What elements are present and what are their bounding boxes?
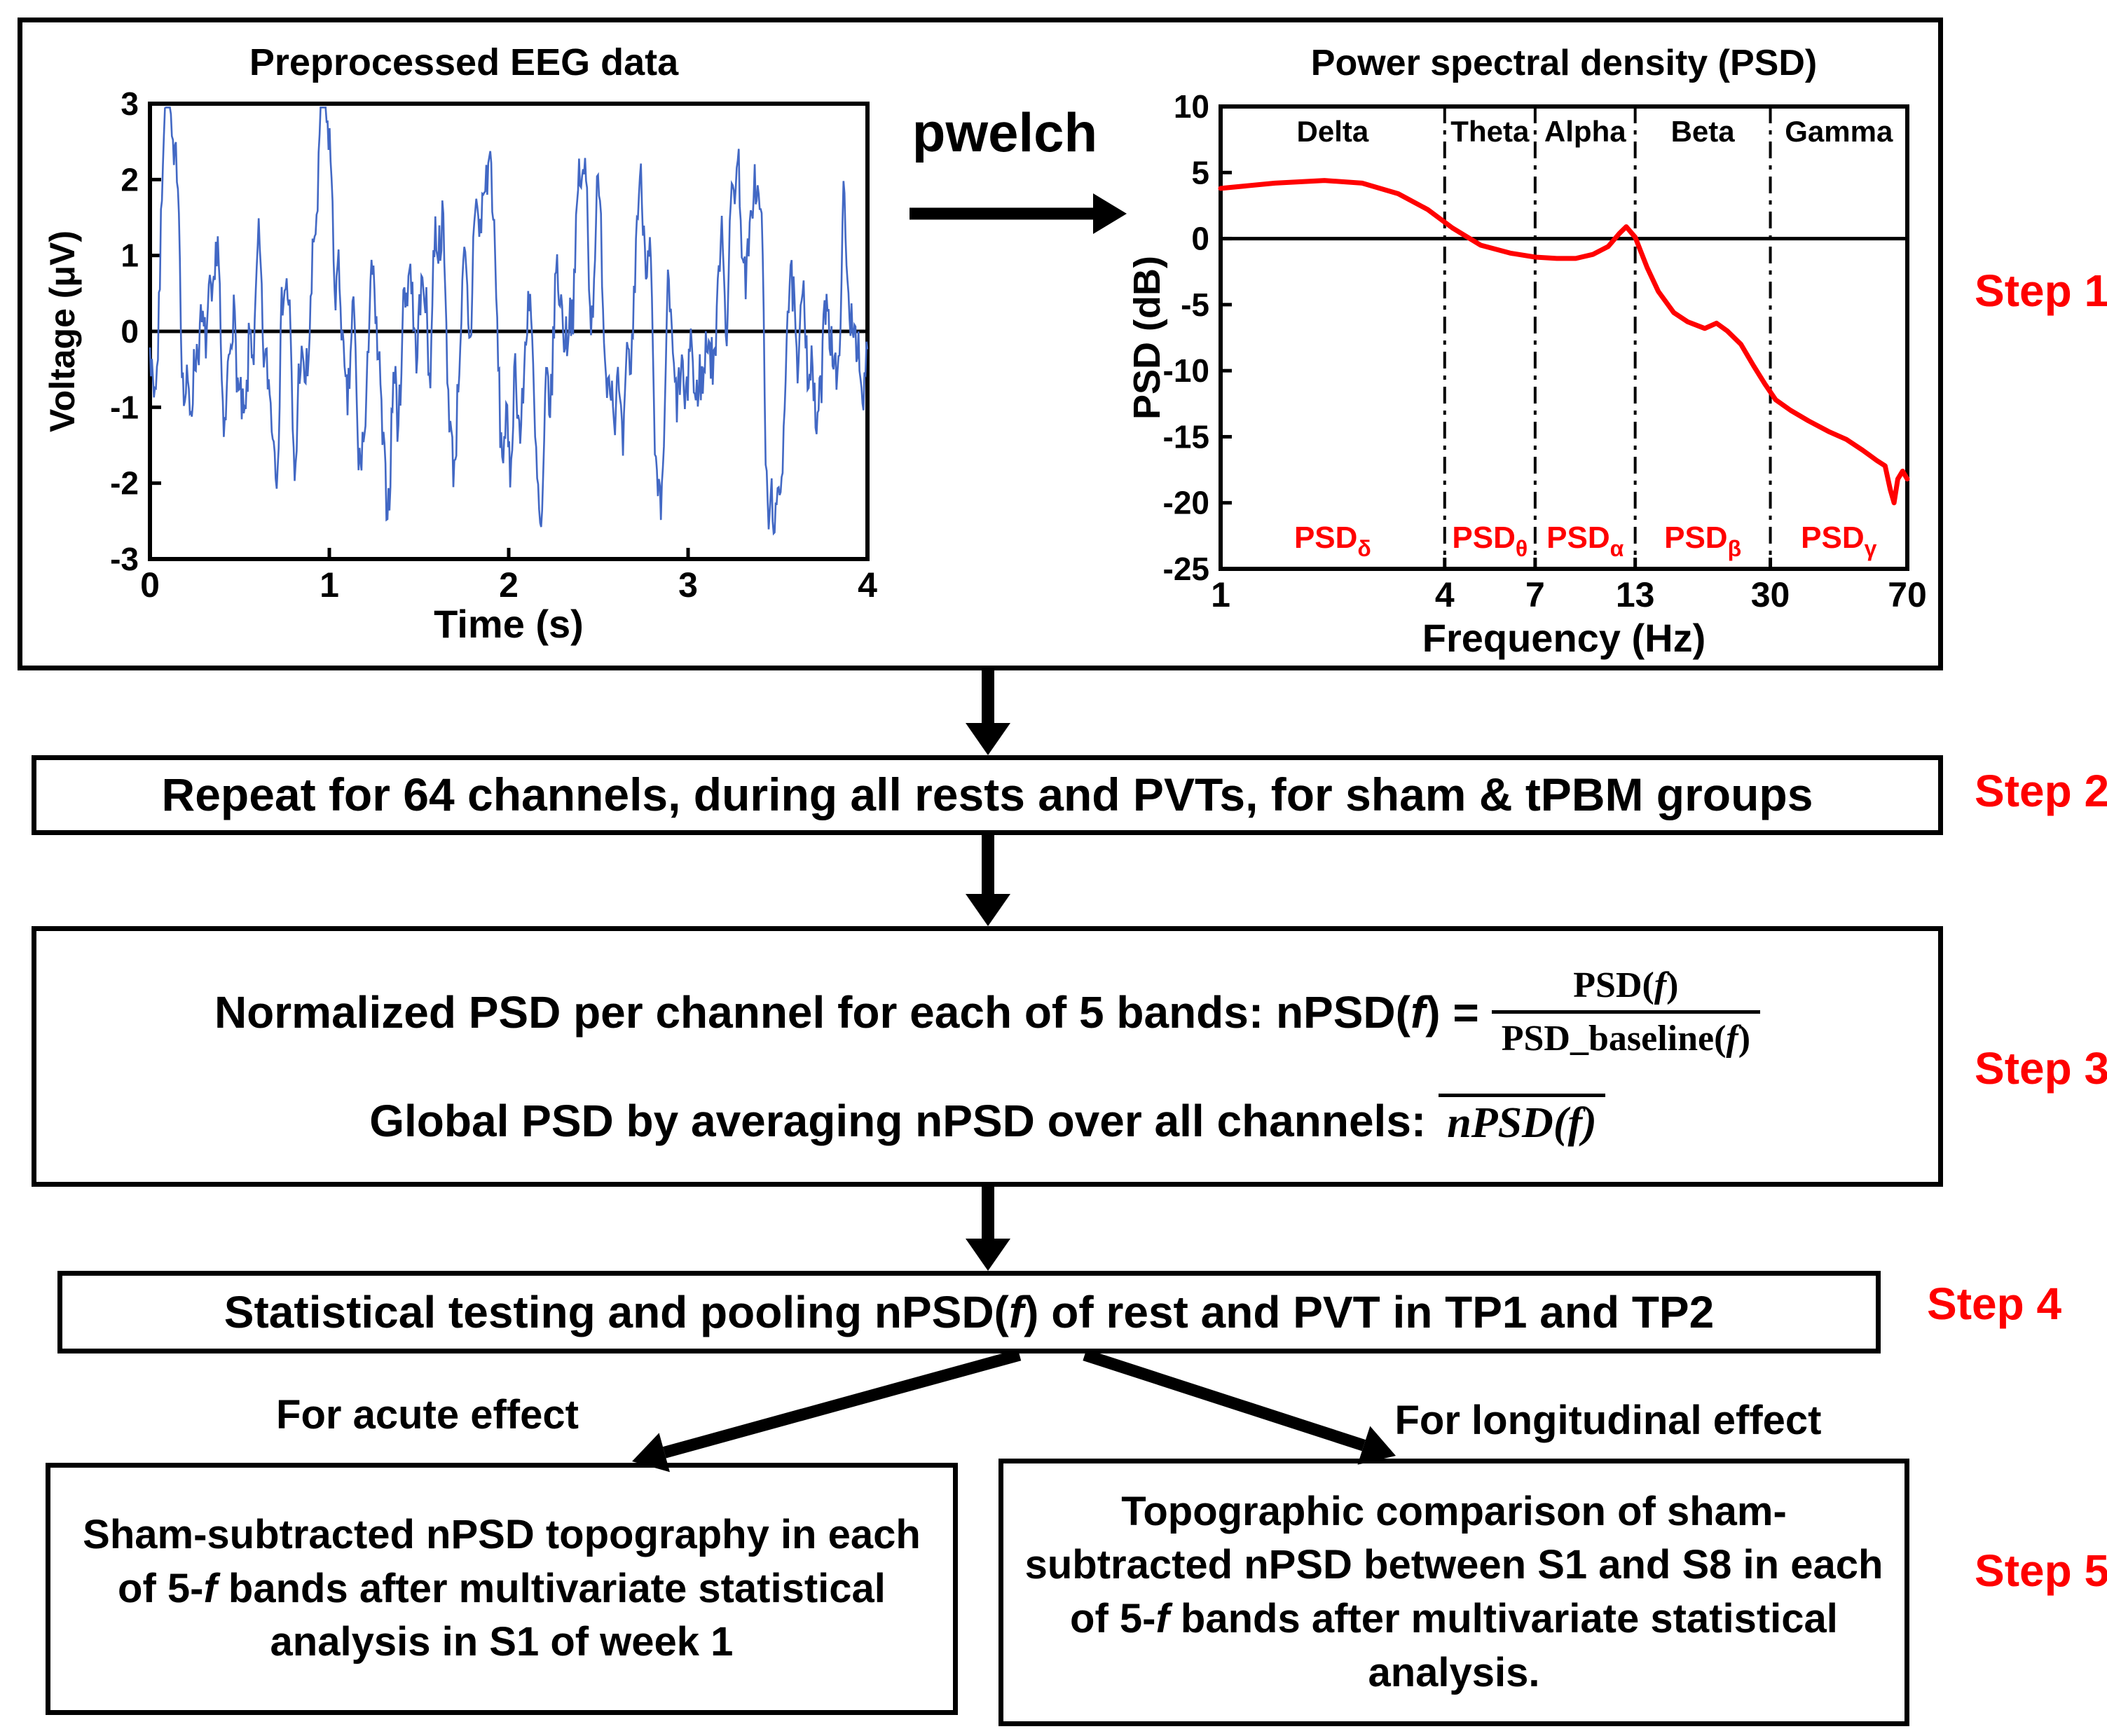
svg-text:PSDβ: PSDβ bbox=[1664, 521, 1741, 561]
svg-text:Theta: Theta bbox=[1450, 115, 1530, 148]
svg-text:-20: -20 bbox=[1163, 485, 1209, 521]
npsd-fraction: PSD(f) PSD_baseline(f) bbox=[1491, 965, 1761, 1059]
svg-text:4: 4 bbox=[858, 565, 877, 605]
svg-text:-10: -10 bbox=[1163, 352, 1209, 389]
eeg-chart-title: Preprocessed EEG data bbox=[249, 41, 679, 83]
mean-npsd-math: nPSD(f) bbox=[1439, 1093, 1605, 1148]
svg-text:30: 30 bbox=[1751, 575, 1790, 614]
svg-text:13: 13 bbox=[1616, 575, 1655, 614]
step1-label: Step 1 bbox=[1975, 266, 2107, 316]
step4-box: Statistical testing and pooling nPSD(f) … bbox=[57, 1271, 1881, 1353]
svg-text:1: 1 bbox=[320, 565, 339, 605]
svg-text:2: 2 bbox=[499, 565, 519, 605]
svg-text:PSD (dB): PSD (dB) bbox=[1133, 256, 1168, 420]
step1-panel: Preprocessed EEG data 3 2 1 0 -1 -2 -3 0 1 2 3 4 Vol… bbox=[18, 18, 1943, 670]
svg-text:70: 70 bbox=[1888, 575, 1927, 614]
svg-text:-25: -25 bbox=[1163, 551, 1209, 587]
step5-label: Step 5 bbox=[1975, 1545, 2107, 1596]
psd-chart: 10 5 0 -5 -10 -15 -20 -251 4 7 13 30 70 Delta PSDδ Thet… bbox=[1133, 88, 1927, 660]
step3-line1: Normalized PSD per channel for each of 5… bbox=[36, 965, 1938, 1059]
svg-text:-3: -3 bbox=[110, 541, 139, 577]
psd-chart-title: Power spectral density (PSD) bbox=[1310, 43, 1818, 83]
step3-label: Step 3 bbox=[1975, 1043, 2107, 1094]
svg-text:PSDγ: PSDγ bbox=[1801, 521, 1876, 561]
svg-text:3: 3 bbox=[121, 85, 139, 122]
step5-left-text: Sham-subtracted nPSD topography in each … bbox=[83, 1512, 921, 1665]
svg-text:3: 3 bbox=[678, 565, 698, 605]
step3-line2: Global PSD by averaging nPSD over all ch… bbox=[36, 1093, 1938, 1148]
svg-text:Time (s): Time (s) bbox=[434, 602, 584, 646]
svg-text:1: 1 bbox=[121, 237, 139, 274]
svg-text:1: 1 bbox=[1211, 575, 1230, 614]
svg-text:-2: -2 bbox=[110, 465, 139, 502]
step3-box: Normalized PSD per channel for each of 5… bbox=[32, 926, 1943, 1187]
acute-branch-label: For acute effect bbox=[276, 1392, 579, 1438]
step4-label: Step 4 bbox=[1927, 1279, 2062, 1329]
svg-text:Frequency (Hz): Frequency (Hz) bbox=[1422, 616, 1706, 660]
svg-text:7: 7 bbox=[1525, 575, 1545, 614]
svg-text:Voltage (μV): Voltage (μV) bbox=[43, 230, 82, 432]
svg-text:Delta: Delta bbox=[1297, 115, 1369, 148]
svg-text:PSDθ: PSDθ bbox=[1452, 521, 1528, 561]
step5-right-box: Topographic comparison of sham-subtracte… bbox=[998, 1459, 1909, 1726]
step2-box: Repeat for 64 channels, during all rests… bbox=[32, 755, 1943, 835]
svg-text:0: 0 bbox=[1191, 221, 1209, 257]
svg-text:5: 5 bbox=[1191, 154, 1209, 191]
svg-text:Alpha: Alpha bbox=[1544, 115, 1626, 148]
step2-label: Step 2 bbox=[1975, 766, 2107, 816]
svg-text:-15: -15 bbox=[1163, 418, 1209, 455]
svg-text:-5: -5 bbox=[1181, 287, 1209, 323]
step2-text: Repeat for 64 channels, during all rests… bbox=[161, 769, 1813, 821]
svg-text:-1: -1 bbox=[110, 389, 139, 425]
svg-text:PSDα: PSDα bbox=[1546, 521, 1624, 561]
svg-text:2: 2 bbox=[121, 161, 139, 198]
longitudinal-branch-label: For longitudinal effect bbox=[1394, 1398, 1822, 1443]
svg-text:Gamma: Gamma bbox=[1785, 115, 1893, 148]
svg-text:4: 4 bbox=[1435, 575, 1455, 614]
svg-text:0: 0 bbox=[140, 565, 160, 605]
svg-text:0: 0 bbox=[121, 313, 139, 350]
step5-left-box: Sham-subtracted nPSD topography in each … bbox=[46, 1463, 958, 1715]
svg-text:10: 10 bbox=[1174, 88, 1209, 125]
step5-right-text: Topographic comparison of sham-subtracte… bbox=[1024, 1488, 1883, 1695]
pwelch-label: pwelch bbox=[912, 102, 1098, 163]
svg-text:PSDδ: PSDδ bbox=[1294, 521, 1371, 561]
svg-text:Beta: Beta bbox=[1671, 115, 1736, 148]
step4-text: Statistical testing and pooling nPSD(f) … bbox=[224, 1286, 1715, 1337]
